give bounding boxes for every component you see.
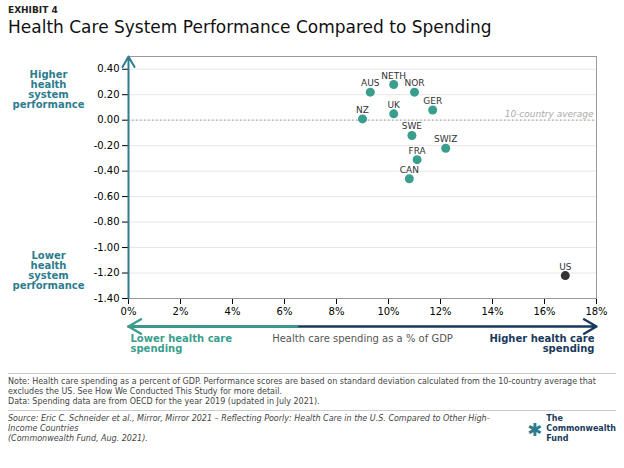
svg-text:SWIZ: SWIZ <box>434 134 457 144</box>
html-text:Note: Health care spending as: Note: Health care spending as a percent … <box>8 377 599 406</box>
svg-text:Lower health carespending: Lower health carespending <box>131 333 233 354</box>
svg-text:US: US <box>559 262 572 272</box>
svg-text:8%: 8% <box>329 306 345 317</box>
svg-text:18%: 18% <box>585 306 607 317</box>
svg-text:-0.80: -0.80 <box>94 216 120 227</box>
svg-text:6%: 6% <box>277 306 293 317</box>
svg-text:0%: 0% <box>121 306 137 317</box>
svg-text:-1.20: -1.20 <box>94 267 120 278</box>
svg-text:Lowerhealthsystemperformance: Lowerhealthsystemperformance <box>12 250 84 291</box>
svg-text:12%: 12% <box>429 306 451 317</box>
svg-text:0.20: 0.20 <box>97 89 119 100</box>
svg-text:NOR: NOR <box>404 78 424 88</box>
svg-text:Higher health carespending: Higher health carespending <box>489 333 594 354</box>
html-text:The Commonwealth Fund: The Commonwealth Fund <box>546 414 616 443</box>
svg-text:-0.20: -0.20 <box>94 140 120 151</box>
svg-text:-1.00: -1.00 <box>94 242 120 253</box>
svg-text:AUS: AUS <box>361 78 380 88</box>
svg-text:Health care spending as a % of: Health care spending as a % of GDP <box>272 333 453 344</box>
svg-text:2%: 2% <box>173 306 189 317</box>
svg-text:14%: 14% <box>481 306 503 317</box>
html-text:Source: Eric C. Schneider et a: Source: Eric C. Schneider et al., Mirror… <box>8 414 490 443</box>
svg-text:UK: UK <box>387 100 401 110</box>
svg-text:-0.40: -0.40 <box>94 165 120 176</box>
svg-text:Higherhealthsystemperformance: Higherhealthsystemperformance <box>12 69 84 110</box>
svg-text:16%: 16% <box>533 306 555 317</box>
svg-text:FRA: FRA <box>408 146 426 156</box>
html-text:EXHIBIT 4: EXHIBIT 4 <box>8 5 58 15</box>
svg-text:SWE: SWE <box>402 121 423 131</box>
svg-text:10-country average: 10-country average <box>505 109 594 119</box>
svg-text:-1.40: -1.40 <box>94 293 120 304</box>
svg-text:0.40: 0.40 <box>97 63 119 74</box>
svg-text:0.00: 0.00 <box>97 114 119 125</box>
svg-text:-0.60: -0.60 <box>94 191 120 202</box>
svg-text:NETH: NETH <box>381 71 406 81</box>
html-text:Health Care System Performance: Health Care System Performance Compared … <box>8 17 492 37</box>
svg-text:CAN: CAN <box>400 165 419 175</box>
svg-text:4%: 4% <box>225 306 241 317</box>
svg-text:NZ: NZ <box>356 105 369 115</box>
svg-text:10%: 10% <box>377 306 399 317</box>
svg-text:GER: GER <box>423 96 442 106</box>
